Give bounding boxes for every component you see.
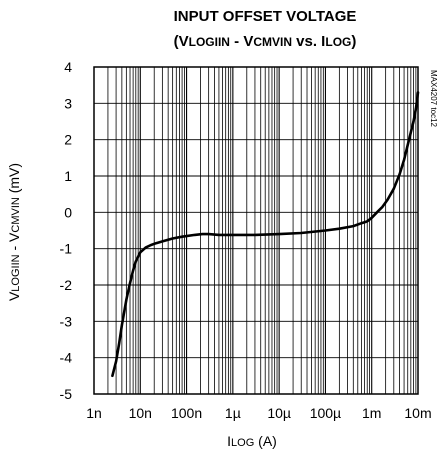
y-axis-label: VLOGIIN - VCMVIN (mV) xyxy=(6,163,22,301)
x-tick-labels: 1n 10n 100n 1µ 10µ 100µ 1m 10m xyxy=(86,405,431,421)
y-tick-label: -4 xyxy=(60,350,73,366)
y-tick-labels: 4 3 2 1 0 -1 -2 -3 -4 -5 xyxy=(60,59,73,402)
x-tick-label: 10m xyxy=(404,405,431,421)
plot-frame xyxy=(93,66,419,395)
y-tick-label: 2 xyxy=(64,132,72,148)
x-axis-label: ILOG (A) xyxy=(227,433,277,449)
watermark: MAX4207 toc12 xyxy=(429,70,438,127)
y-tick-label: 1 xyxy=(64,168,72,184)
x-tick-label: 10µ xyxy=(267,405,291,421)
x-tick-label: 100n xyxy=(171,405,202,421)
y-tick-label: 4 xyxy=(64,59,72,75)
chart-subtitle: (VLOGIIN - VCMVIN vs. ILOG) xyxy=(174,33,357,50)
y-tick-label: -5 xyxy=(60,386,73,402)
x-tick-label: 1n xyxy=(86,405,102,421)
x-tick-label: 10n xyxy=(129,405,152,421)
y-tick-label: -1 xyxy=(60,241,73,257)
x-tick-label: 1m xyxy=(362,405,381,421)
x-tick-label: 1µ xyxy=(225,405,241,421)
y-tick-label: 3 xyxy=(64,95,72,111)
offset-voltage-curve xyxy=(111,91,420,378)
y-tick-label: -3 xyxy=(60,313,73,329)
chart-title: INPUT OFFSET VOLTAGE xyxy=(174,8,357,25)
y-tick-label: -2 xyxy=(60,277,73,293)
y-tick-label: 0 xyxy=(64,204,72,220)
x-tick-label: 100µ xyxy=(310,405,341,421)
grid xyxy=(94,67,418,394)
